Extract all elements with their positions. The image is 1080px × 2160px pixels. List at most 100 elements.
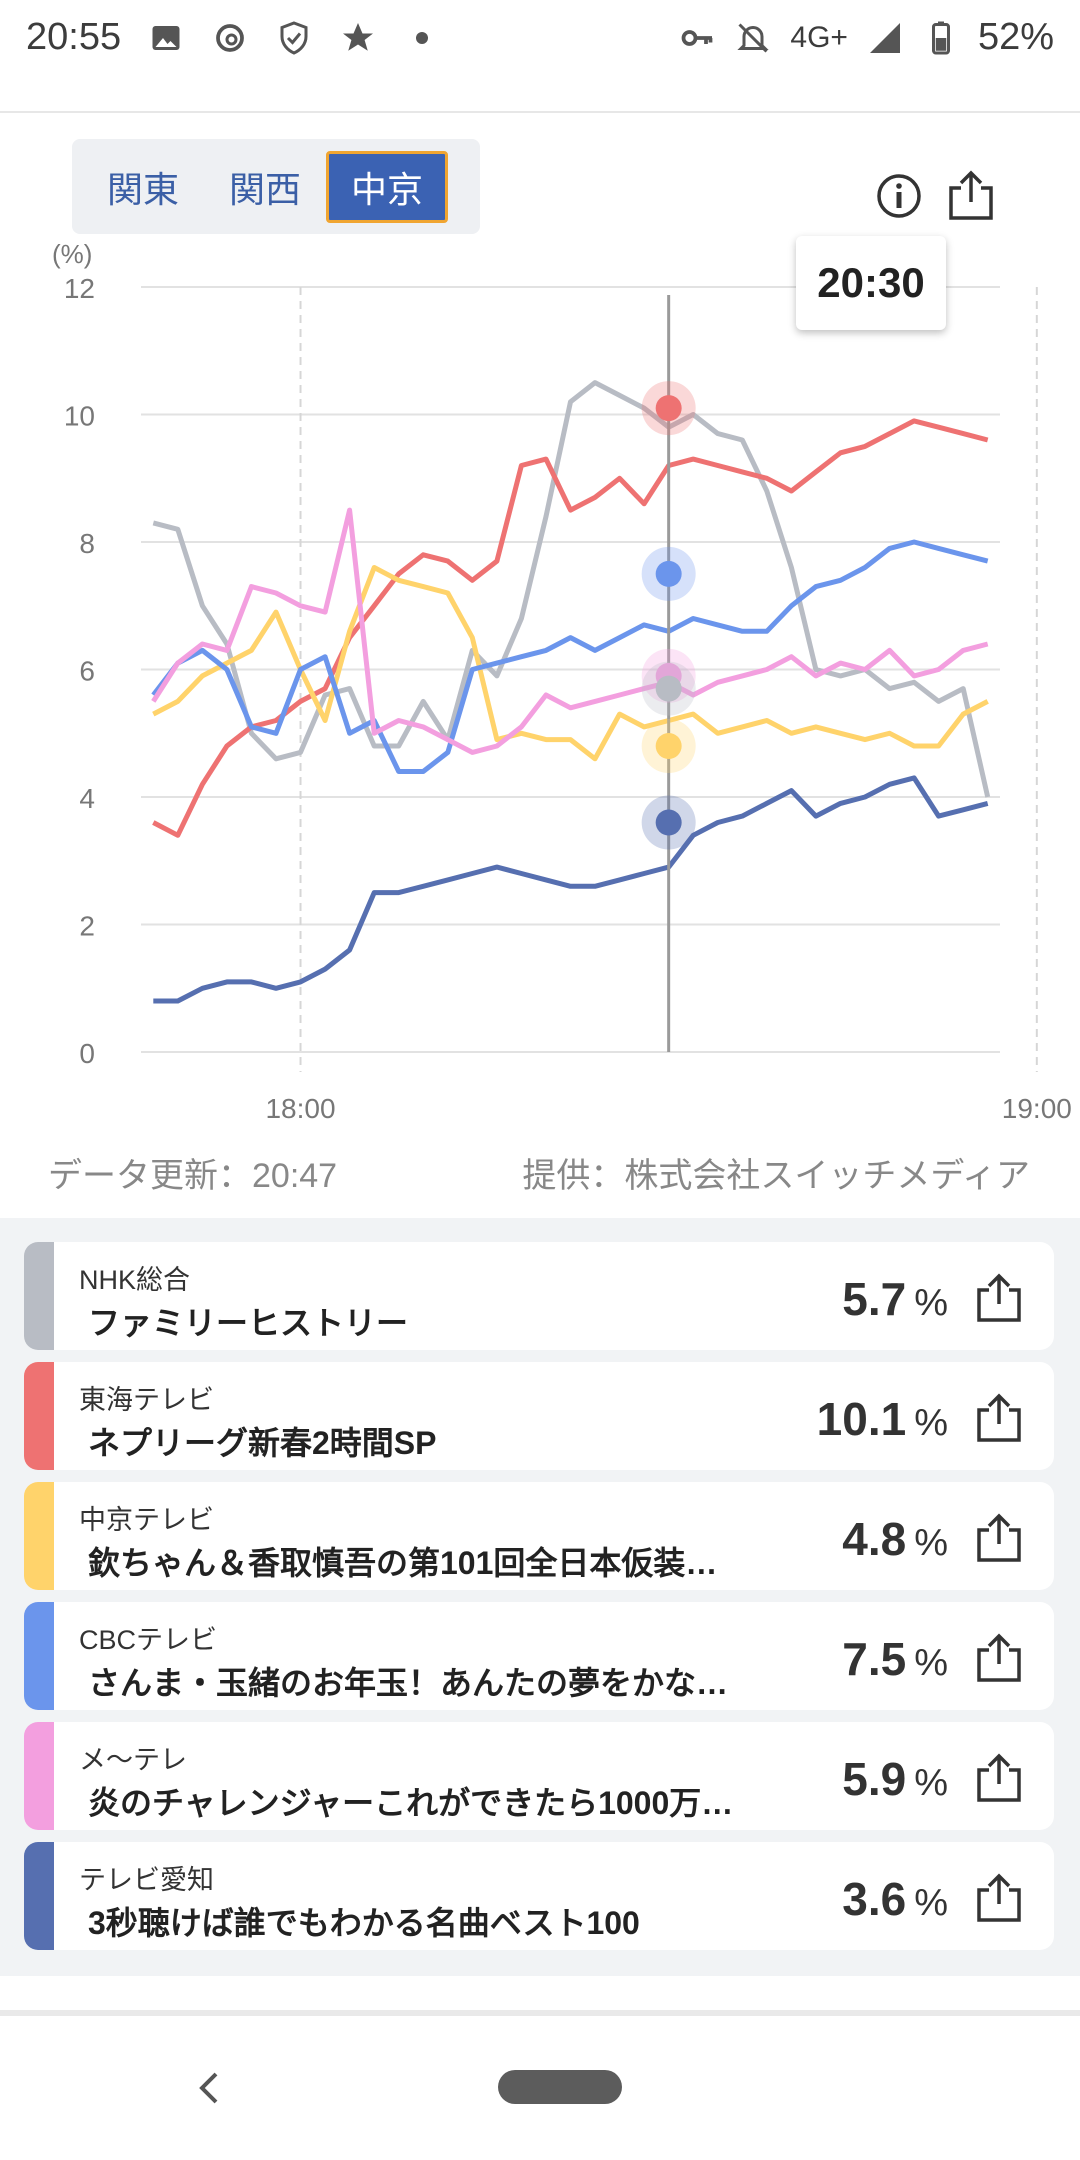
series-marker bbox=[641, 661, 696, 716]
data-source: 提供：株式会社スイッチメディア bbox=[522, 1157, 1030, 1195]
battery-level: 52% bbox=[977, 16, 1054, 58]
share-icon[interactable] bbox=[974, 1632, 1024, 1684]
time-tooltip: 20:30 bbox=[796, 236, 946, 330]
key-icon bbox=[678, 19, 716, 57]
y-tick-label: 12 bbox=[64, 273, 95, 304]
status-time: 20:55 bbox=[26, 16, 122, 58]
series-line bbox=[153, 775, 989, 1004]
battery-icon bbox=[922, 19, 960, 57]
share-icon[interactable] bbox=[974, 1272, 1024, 1324]
tab-kanto[interactable]: 関東 bbox=[106, 168, 179, 210]
program-card[interactable]: 東海テレビ ネプリーグ新春2時間SP 10.1% bbox=[24, 1362, 1054, 1470]
marker-dot bbox=[655, 675, 682, 702]
series-marker bbox=[641, 381, 696, 436]
program-card[interactable]: 中京テレビ 欽ちゃん＆香取慎吾の第101回全日本仮装… 4.8% bbox=[24, 1482, 1054, 1590]
channel-color-bar bbox=[24, 1242, 54, 1350]
y-tick-label: 0 bbox=[79, 1038, 95, 1069]
share-icon[interactable] bbox=[974, 1872, 1024, 1924]
series-line bbox=[151, 507, 989, 755]
channel-color-bar bbox=[24, 1362, 54, 1470]
rating-number: 5.7 bbox=[842, 1273, 907, 1325]
marker-dot bbox=[655, 560, 682, 587]
share-icon[interactable] bbox=[945, 170, 997, 222]
data-updated: データ更新：20:47 bbox=[48, 1157, 338, 1195]
y-tick-label: 8 bbox=[79, 528, 95, 559]
signal-icon bbox=[866, 19, 904, 57]
y-tick-label: 10 bbox=[64, 401, 95, 432]
x-tick-label: 18:00 bbox=[265, 1093, 335, 1120]
series-marker bbox=[641, 719, 696, 773]
series-line bbox=[151, 539, 989, 774]
rating-number: 5.9 bbox=[842, 1753, 907, 1805]
y-tick-label: 6 bbox=[79, 656, 95, 687]
rating-value: 5.9% bbox=[842, 1752, 948, 1806]
threads-icon bbox=[211, 19, 249, 57]
rating-value: 4.8% bbox=[842, 1512, 948, 1566]
rating-value: 3.6% bbox=[842, 1872, 948, 1926]
channel-color-bar bbox=[24, 1722, 54, 1830]
image-icon bbox=[147, 19, 185, 57]
header-divider bbox=[0, 75, 1080, 113]
nav-divider bbox=[0, 2010, 1080, 2016]
rating-unit: % bbox=[914, 1642, 948, 1684]
program-card[interactable]: メ〜テレ 炎のチャレンジャーこれができたら1000万… 5.9% bbox=[24, 1722, 1054, 1830]
program-list: NHK総合 ファミリーヒストリー 5.7% 東海テレビ ネプリーグ新春2時間SP… bbox=[0, 1218, 1080, 1976]
program-card[interactable]: テレビ愛知 3秒聴けば誰でもわかる名曲ベスト100 3.6% bbox=[24, 1842, 1054, 1950]
home-pill[interactable] bbox=[498, 2070, 622, 2104]
dot-icon bbox=[403, 19, 441, 57]
station-name: 東海テレビ bbox=[79, 1385, 214, 1415]
channel-color-bar bbox=[24, 1602, 54, 1710]
status-bar: 20:55 4G+ bbox=[0, 0, 1080, 75]
station-name: 中京テレビ bbox=[79, 1505, 214, 1535]
rating-value: 5.7% bbox=[842, 1272, 948, 1326]
chart-meta: データ更新：20:47 提供：株式会社スイッチメディア bbox=[0, 1148, 1080, 1198]
rating-unit: % bbox=[914, 1402, 948, 1444]
back-icon[interactable] bbox=[190, 2068, 226, 2108]
marker-dot bbox=[655, 395, 682, 422]
series-marker bbox=[641, 795, 696, 850]
station-name: CBCテレビ bbox=[79, 1625, 218, 1655]
program-title: ネプリーグ新春2時間SP bbox=[88, 1425, 437, 1461]
marker-dot bbox=[655, 733, 682, 759]
rating-unit: % bbox=[914, 1762, 948, 1804]
station-name: テレビ愛知 bbox=[79, 1865, 214, 1895]
info-icon[interactable] bbox=[875, 172, 923, 220]
series-marker bbox=[641, 546, 696, 601]
series-line bbox=[152, 380, 991, 798]
program-title: 炎のチャレンジャーこれができたら1000万… bbox=[88, 1785, 734, 1821]
rating-number: 7.5 bbox=[842, 1633, 907, 1685]
series-line bbox=[152, 565, 989, 762]
marker-dot bbox=[655, 809, 682, 836]
program-card[interactable]: CBCテレビ さんま・玉緒のお年玉！あんたの夢をかな… 7.5% bbox=[24, 1602, 1054, 1710]
rating-unit: % bbox=[914, 1882, 948, 1924]
star-icon bbox=[339, 19, 377, 57]
program-card[interactable]: NHK総合 ファミリーヒストリー 5.7% bbox=[24, 1242, 1054, 1350]
rating-number: 3.6 bbox=[842, 1873, 907, 1925]
rating-number: 10.1 bbox=[816, 1393, 907, 1445]
rating-unit: % bbox=[914, 1522, 948, 1564]
rating-value: 7.5% bbox=[842, 1632, 948, 1686]
share-icon[interactable] bbox=[974, 1392, 1024, 1444]
channel-color-bar bbox=[24, 1842, 54, 1950]
rating-unit: % bbox=[914, 1282, 948, 1324]
series-line bbox=[152, 418, 989, 838]
tab-kansai[interactable]: 関西 bbox=[228, 168, 301, 210]
shield-icon bbox=[275, 19, 313, 57]
x-tick-label: 19:00 bbox=[1002, 1093, 1072, 1120]
network-type: 4G+ bbox=[790, 20, 848, 54]
y-tick-label: 4 bbox=[79, 783, 95, 814]
tab-chukyo[interactable]: 中京 bbox=[326, 150, 448, 223]
y-axis-label: (%) bbox=[52, 240, 92, 269]
bell-off-icon bbox=[734, 19, 772, 57]
program-title: さんま・玉緒のお年玉！あんたの夢をかな… bbox=[88, 1665, 729, 1701]
share-icon[interactable] bbox=[974, 1752, 1024, 1804]
program-title: 欽ちゃん＆香取慎吾の第101回全日本仮装… bbox=[88, 1545, 718, 1581]
program-title: 3秒聴けば誰でもわかる名曲ベスト100 bbox=[88, 1905, 640, 1941]
program-title: ファミリーヒストリー bbox=[88, 1305, 409, 1341]
rating-number: 4.8 bbox=[842, 1513, 907, 1565]
station-name: NHK総合 bbox=[79, 1265, 191, 1295]
share-icon[interactable] bbox=[974, 1512, 1024, 1564]
